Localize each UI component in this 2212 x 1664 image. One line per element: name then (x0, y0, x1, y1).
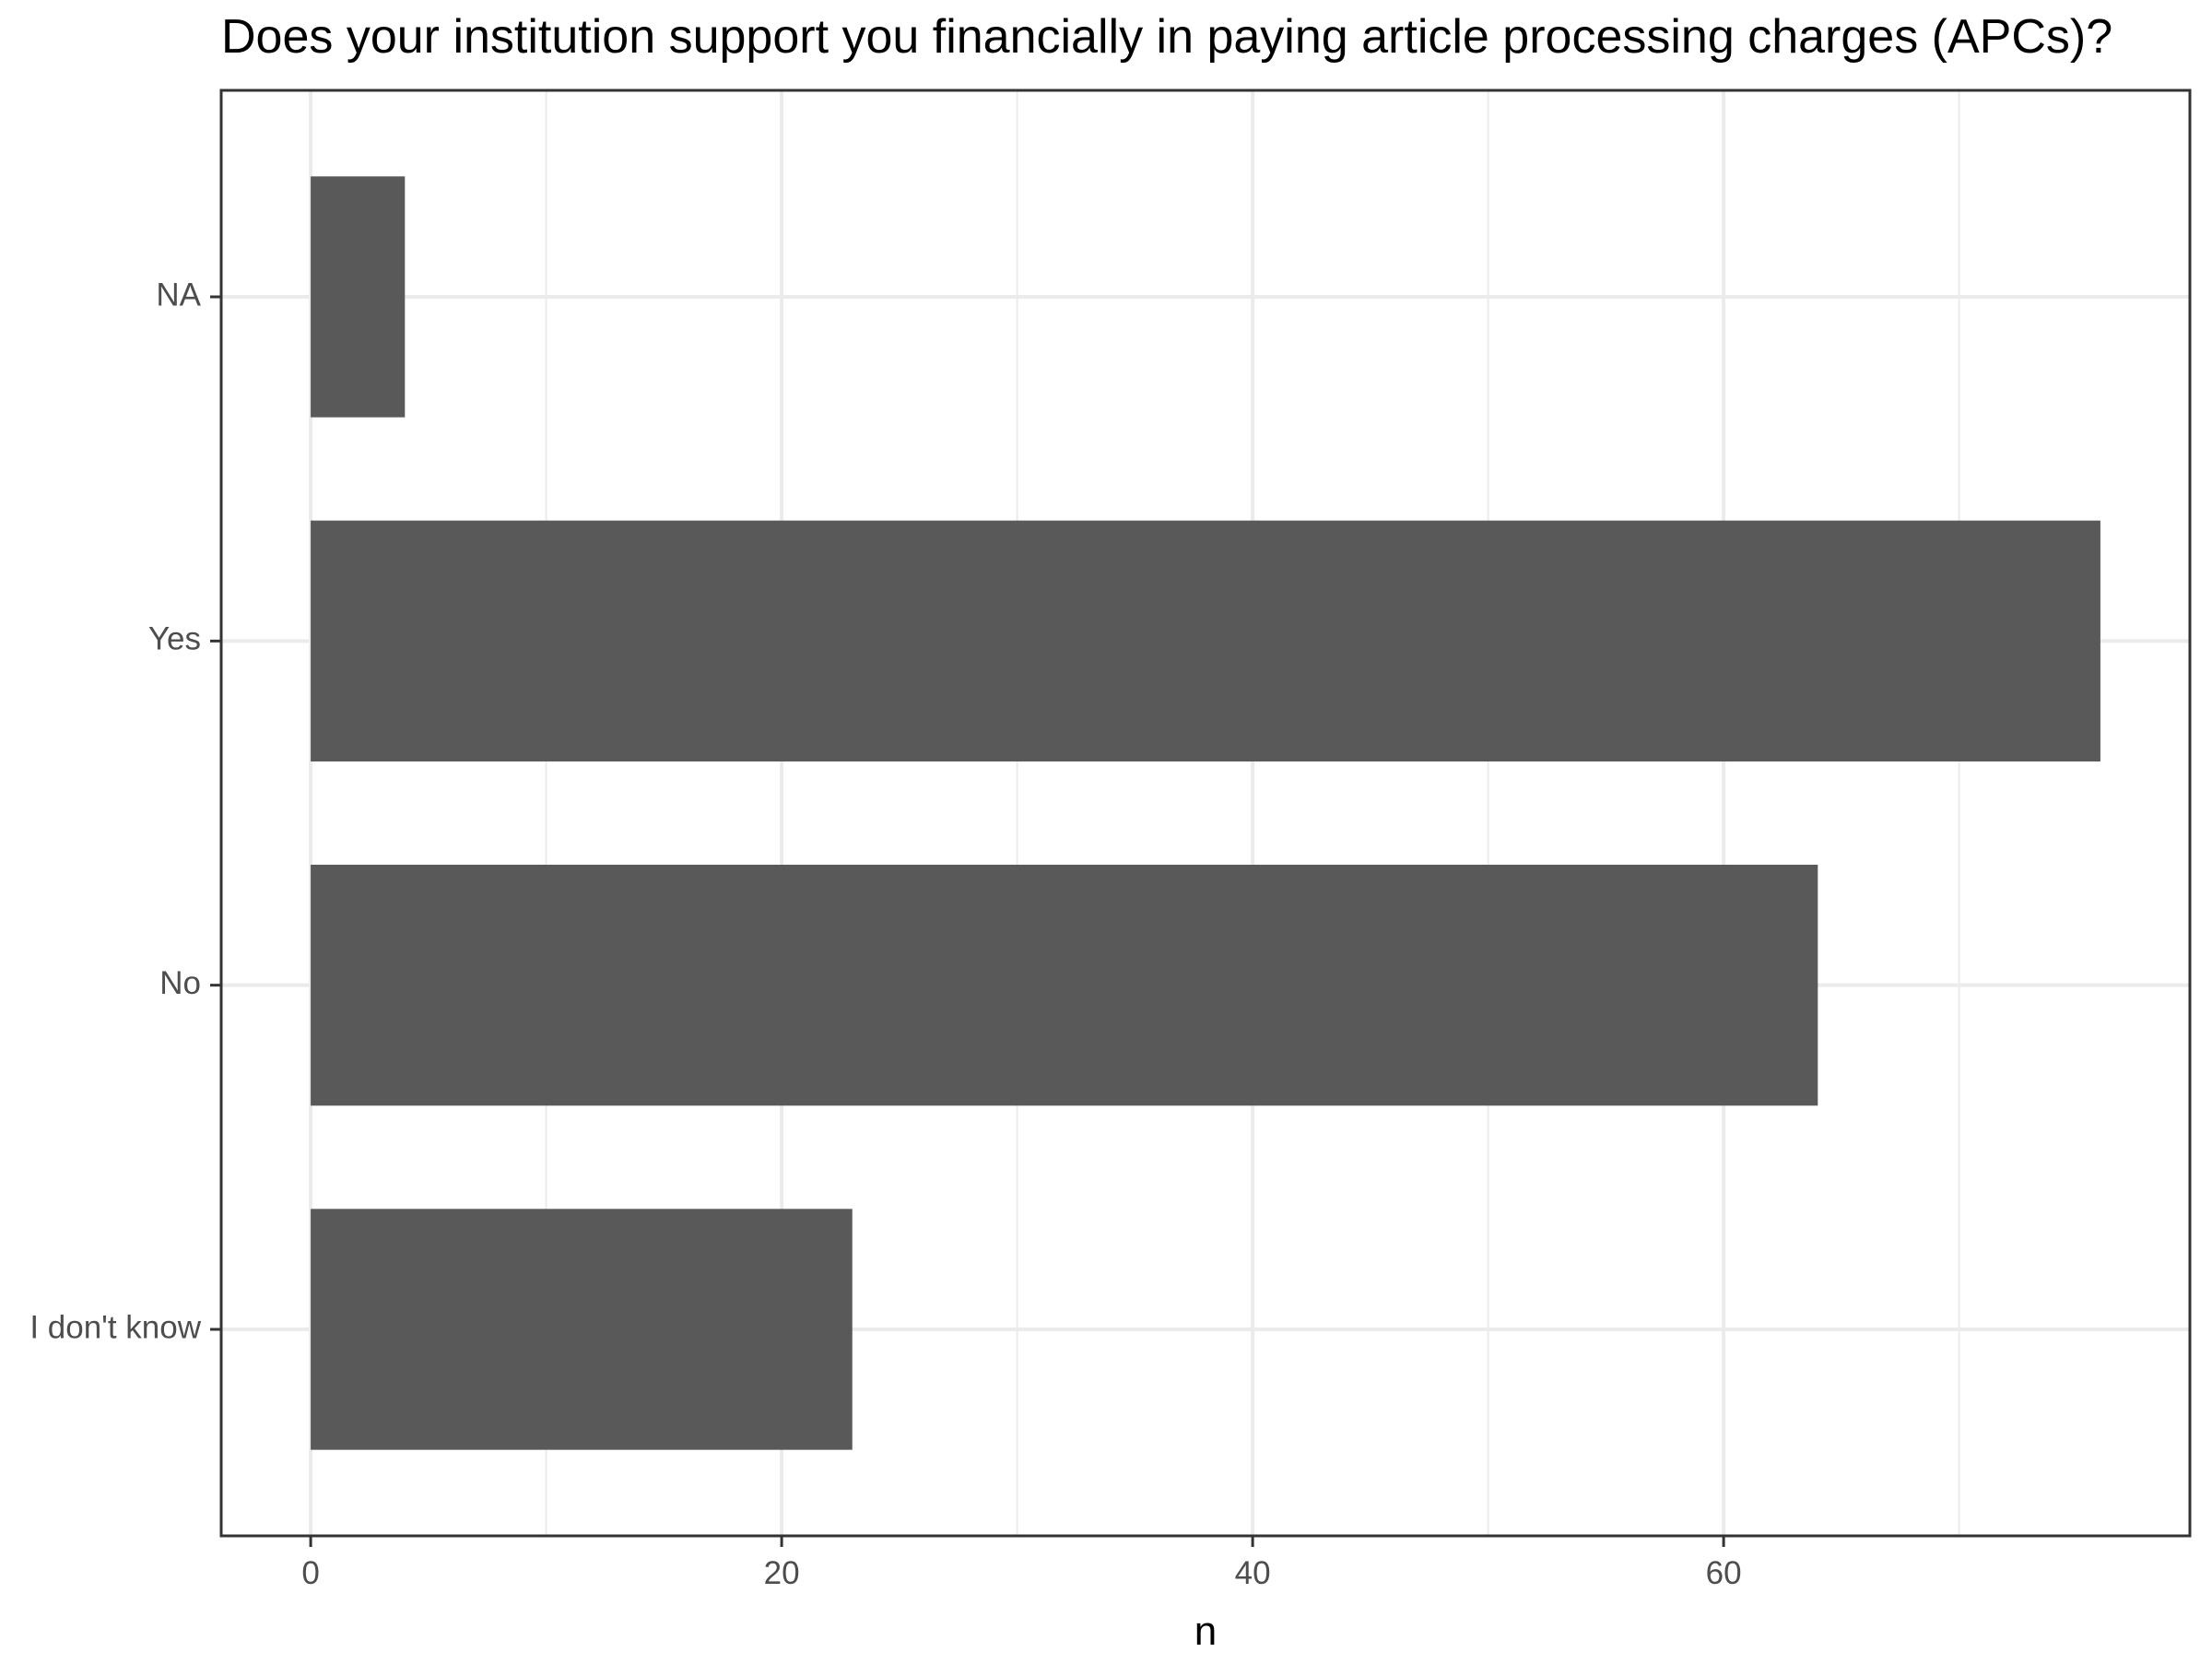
y-tick-label: NA (156, 277, 201, 313)
y-tick-label: No (159, 965, 201, 1001)
bar-no (311, 865, 1818, 1106)
bar-i-don-t-know (311, 1209, 853, 1450)
x-axis-title: n (1194, 1609, 1217, 1654)
panel-border (219, 89, 2192, 1538)
x-tick-label: 20 (764, 1555, 800, 1591)
chart-title: Does your institution support you financ… (221, 10, 2113, 64)
y-tick-label: I don't know (29, 1309, 201, 1345)
x-tick-label: 40 (1235, 1555, 1271, 1591)
bar-na (311, 176, 406, 418)
x-tick-label: 60 (1706, 1555, 1742, 1591)
bar-yes (311, 520, 2100, 761)
x-tick-label: 0 (301, 1555, 319, 1591)
y-tick-label: Yes (148, 621, 201, 657)
